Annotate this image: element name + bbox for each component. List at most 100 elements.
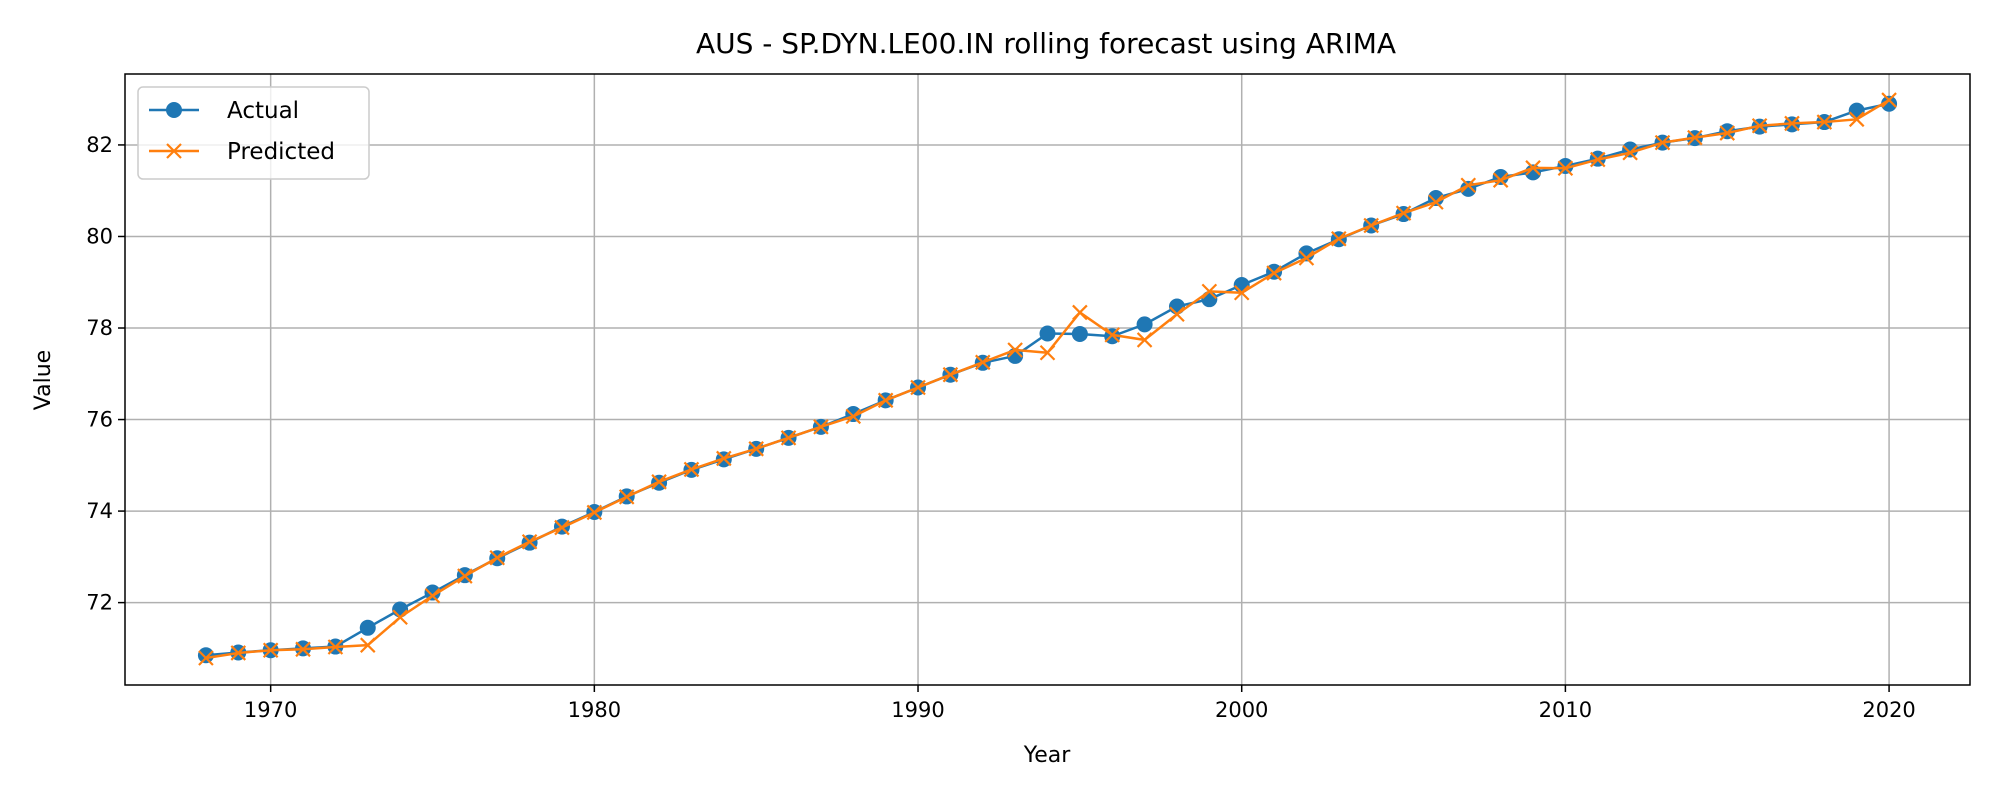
predicted-data-point-stroke <box>554 519 570 536</box>
predicted-data-point-stroke <box>424 587 441 604</box>
predicted-data-point-stroke <box>1072 304 1088 321</box>
y-tick-label: 72 <box>86 591 113 615</box>
predicted-data-point-stroke <box>262 642 279 658</box>
predicted-data-point <box>942 366 959 383</box>
predicted-data-point <box>1654 134 1671 151</box>
predicted-data-point <box>1233 284 1250 301</box>
predicted-data-point <box>1201 283 1218 300</box>
predicted-data-point-stroke <box>1428 194 1444 210</box>
predicted-data-point <box>651 474 667 490</box>
predicted-data-point-stroke <box>230 645 247 661</box>
predicted-data-point <box>1039 344 1056 361</box>
predicted-data-point <box>198 650 214 666</box>
predicted-data-point <box>1363 217 1379 234</box>
legend-predicted-marker-stroke <box>166 143 182 159</box>
predicted-data-point <box>1525 160 1541 176</box>
predicted-data-point-stroke <box>1751 117 1768 134</box>
predicted-data-point-stroke <box>1525 160 1541 176</box>
predicted-data-point <box>813 419 829 435</box>
y-tick-label: 74 <box>86 499 113 523</box>
predicted-data-point-stroke <box>1331 230 1347 247</box>
predicted-data-point-stroke <box>1784 115 1800 132</box>
predicted-data-point <box>1298 250 1315 266</box>
actual-data-point <box>1039 325 1056 342</box>
actual-data-point <box>1168 298 1185 315</box>
predicted-data-point-stroke <box>1687 129 1703 146</box>
x-tick-label: 1980 <box>568 698 621 722</box>
predicted-data-point-stroke <box>1654 134 1671 151</box>
predicted-data-point-stroke <box>1848 111 1865 128</box>
predicted-data-point-stroke <box>392 609 408 626</box>
predicted-data-point-stroke <box>974 354 991 371</box>
x-tick-label: 2000 <box>1215 698 1268 722</box>
actual-data-point <box>1298 245 1315 262</box>
predicted-data-point <box>586 504 603 521</box>
predicted-data-point-stroke <box>586 504 603 521</box>
predicted-data-point-stroke <box>1169 306 1185 323</box>
legend-predicted-label: Predicted <box>227 139 335 165</box>
predicted-data-point-stroke <box>1816 114 1833 130</box>
predicted-data-point-stroke <box>1039 344 1056 361</box>
predicted-data-point-stroke <box>1363 217 1379 234</box>
x-tick-label: 2020 <box>1862 698 1915 722</box>
predicted-data-point <box>1751 117 1768 134</box>
predicted-data-point <box>1395 205 1412 221</box>
predicted-data-point <box>1104 327 1121 343</box>
predicted-data-point <box>424 587 441 604</box>
y-tick-label: 80 <box>86 224 113 248</box>
actual-data-point <box>1071 325 1088 342</box>
x-axis-label: Year <box>1023 743 1072 768</box>
predicted-data-point <box>748 441 764 457</box>
predicted-data-point <box>716 450 732 467</box>
predicted-data-point-stroke <box>1298 250 1315 266</box>
predicted-data-point <box>1719 125 1736 141</box>
predicted-data-point-stroke <box>1201 283 1218 300</box>
predicted-data-point-stroke <box>1557 160 1574 177</box>
predicted-data-point-stroke <box>457 568 473 584</box>
predicted-data-point <box>1492 172 1509 188</box>
legend-predicted-marker <box>166 143 182 159</box>
y-tick-label: 76 <box>86 408 113 432</box>
predicted-data-point <box>910 379 926 396</box>
legend: Actual Predicted <box>137 86 370 180</box>
predicted-data-point <box>1460 177 1477 193</box>
x-tick-label: 1970 <box>244 698 297 722</box>
predicted-data-point-stroke <box>1007 342 1023 358</box>
axis-ticks: 1970 1980 1990 2000 2010 2020 72 74 76 78 80 82 <box>86 133 1916 722</box>
predicted-data-point <box>683 461 700 478</box>
predicted-data-point-stroke <box>1881 92 1897 108</box>
predicted-data-point-stroke <box>942 366 959 383</box>
predicted-data-point <box>1881 92 1897 108</box>
predicted-data-point-stroke <box>327 639 344 655</box>
predicted-data-point-stroke <box>1589 151 1606 168</box>
predicted-data-point-stroke <box>489 549 506 566</box>
predicted-data-point <box>457 568 473 584</box>
actual-data-point <box>359 619 376 636</box>
predicted-data-point <box>262 642 279 658</box>
actual-data-point <box>1136 316 1153 333</box>
actual-data-point <box>1719 123 1736 140</box>
actual-data-point <box>392 601 409 618</box>
predicted-data-point-stroke <box>198 650 214 666</box>
predicted-data-point <box>1557 160 1574 177</box>
predicted-data-point-stroke <box>1492 172 1509 188</box>
predicted-data-point-stroke <box>618 489 635 505</box>
predicted-data-point <box>1169 306 1185 323</box>
y-axis-label: Value <box>31 350 56 410</box>
predicted-data-point <box>489 549 506 566</box>
predicted-data-point <box>845 408 862 425</box>
predicted-data-point <box>1816 114 1833 130</box>
predicted-data-point-stroke <box>359 637 376 653</box>
predicted-data-point <box>1589 151 1606 168</box>
predicted-data-point <box>295 641 311 658</box>
predicted-data-point <box>554 519 570 536</box>
predicted-data-point-stroke <box>1104 327 1121 343</box>
predicted-data-point <box>359 637 376 653</box>
predicted-data-point <box>1331 230 1347 247</box>
actual-data-point <box>1201 291 1218 308</box>
predicted-data-point-stroke <box>910 379 926 396</box>
plot-frame <box>124 73 1971 686</box>
actual-data-point <box>424 584 441 601</box>
predicted-data-point <box>1784 115 1800 132</box>
